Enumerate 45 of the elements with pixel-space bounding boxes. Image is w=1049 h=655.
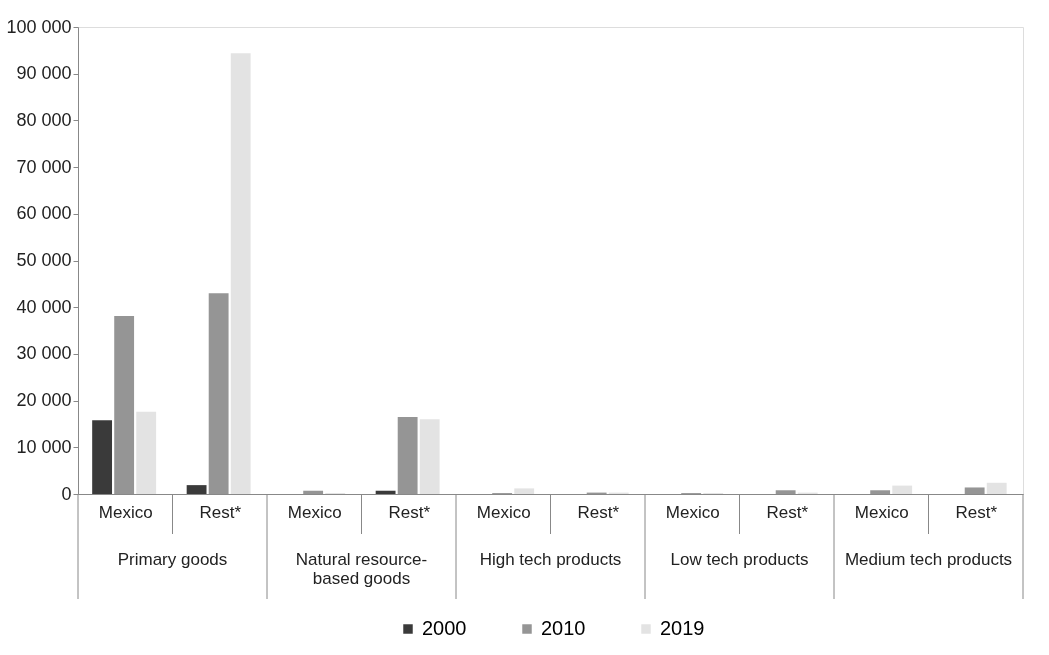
x-tick-label: Rest* [577,502,620,522]
legend-label: 2019 [660,617,705,639]
x-tick-label: Mexico [665,502,720,522]
y-tick-label: 50 000 [16,250,72,270]
bar [303,490,324,494]
y-tick-label: 10 000 [16,436,72,457]
x-tick-label: Rest* [388,502,431,522]
x-tick-label: Rest* [766,502,809,522]
x-tick-label: Mexico [98,502,153,522]
bar [92,420,113,494]
bar [114,316,135,494]
bar [375,490,396,494]
legend-label: 2010 [541,617,586,639]
bar [230,53,251,494]
bar [870,490,891,494]
y-tick-label: 80 000 [16,109,72,130]
bar [892,485,913,494]
bar [514,488,535,494]
text: Low tech products [670,550,809,569]
x-tick-label: Mexico [287,502,342,522]
text: High tech products [479,550,622,569]
bar [186,485,207,494]
x-tick-label: Rest* [955,502,998,522]
bar [775,490,796,494]
x-tick-label: Rest* [199,502,242,522]
y-tick-label: 100 000 [6,16,72,37]
text: Medium tech products [844,550,1013,569]
bar [964,487,985,494]
bar [419,419,440,494]
bar [397,416,418,494]
y-tick-label: 70 000 [16,156,72,177]
y-tick-label: 90 000 [16,63,72,84]
x-tick-label: Mexico [854,502,909,522]
bar [136,411,157,494]
y-tick-label: 40 000 [16,296,72,317]
y-tick-label: 60 000 [16,203,72,224]
y-tick-label: 0 [61,483,72,504]
bar [986,482,1007,494]
x-tick-label: Mexico [476,502,531,522]
text: Primary goods [117,550,228,569]
text: Natural resource- based goods [295,550,428,588]
y-tick-label: 30 000 [16,343,72,364]
bar [208,293,229,494]
y-tick-label: 20 000 [16,390,72,411]
legend-label: 2000 [422,617,467,639]
